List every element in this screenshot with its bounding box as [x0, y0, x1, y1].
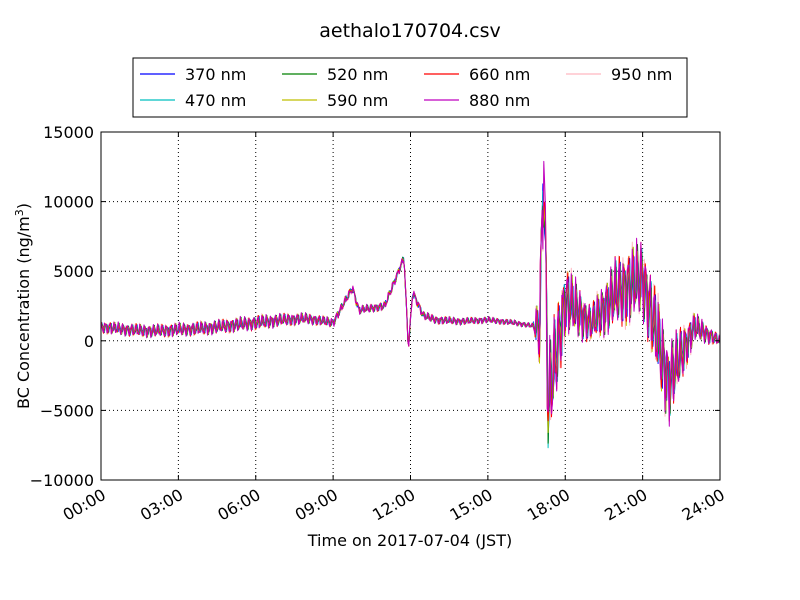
legend-box — [132, 57, 688, 118]
axis-ticks — [100, 131, 721, 481]
x-tick-labels: 00:00 03:00 06:00 09:00 12:00 15:00 18:00 21:00… — [60, 485, 728, 525]
y-tick-labels: 15000 10000 5000 0 −5000 −10000 — [30, 123, 94, 490]
x-tick-label: 24:00 — [679, 485, 728, 525]
series-lines — [100, 160, 721, 449]
y-tick-label: 5000 — [53, 262, 94, 281]
legend-label: 590 nm — [327, 91, 388, 110]
legend: 370 nm 470 nm 520 nm 590 nm 660 nm 880 nm 950 … — [132, 57, 688, 118]
legend-label: 520 nm — [327, 65, 388, 84]
legend-label: 660 nm — [469, 65, 530, 84]
x-tick-label: 06:00 — [214, 485, 263, 525]
y-axis-label: BC Concentration (ng/m3) — [13, 203, 33, 409]
legend-label: 370 nm — [185, 65, 246, 84]
y-axis-label-main: BC Concentration (ng/m — [14, 216, 33, 409]
legend-label: 950 nm — [611, 65, 672, 84]
y-tick-label: 0 — [84, 332, 94, 351]
y-axis-label-suffix: ) — [14, 203, 33, 209]
y-tick-label: 15000 — [43, 123, 94, 142]
series-line — [100, 160, 721, 427]
x-tick-label: 15:00 — [446, 485, 495, 525]
y-axis-label-sup: 3 — [13, 209, 26, 216]
chart-title: aethalo170704.csv — [319, 20, 501, 42]
legend-label: 470 nm — [185, 91, 246, 110]
y-tick-label: 10000 — [43, 193, 94, 212]
y-tick-label: −5000 — [40, 401, 94, 420]
legend-label: 880 nm — [469, 91, 530, 110]
x-tick-label: 00:00 — [60, 485, 109, 525]
x-tick-label: 09:00 — [292, 485, 341, 525]
y-tick-label: −10000 — [30, 471, 94, 490]
x-tick-label: 03:00 — [137, 485, 186, 525]
x-axis-label: Time on 2017-07-04 (JST) — [307, 531, 512, 550]
x-tick-label: 18:00 — [524, 485, 573, 525]
x-tick-label: 12:00 — [369, 485, 418, 525]
x-tick-label: 21:00 — [601, 485, 650, 525]
